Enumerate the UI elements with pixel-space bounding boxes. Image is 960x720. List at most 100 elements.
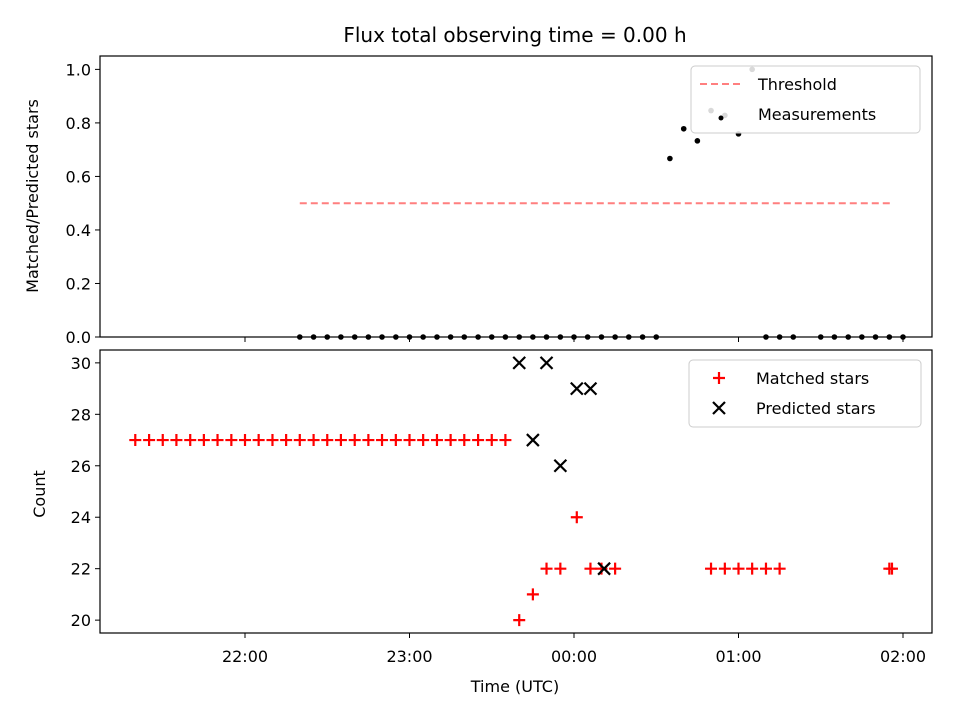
measurements-point [557, 334, 564, 340]
top-y-tick-label: 1.0 [66, 60, 91, 79]
measurements-point [338, 334, 344, 340]
matched-stars-point [417, 434, 430, 447]
legend-measurements-swatch [718, 115, 724, 121]
matched-stars-point [732, 562, 745, 575]
predicted-stars-point [570, 381, 584, 396]
matched-stars-point [156, 434, 169, 447]
bottom-y-tick-label: 30 [71, 354, 91, 373]
matched-stars-point [444, 434, 457, 447]
measurements-point [612, 334, 618, 340]
chart-title: Flux total observing time = 0.00 h [343, 23, 686, 47]
measurements-point [667, 155, 673, 162]
measurements-point [461, 334, 468, 340]
matched-stars-point [129, 434, 142, 447]
measurements-point [872, 334, 879, 340]
measurements-point [296, 334, 303, 340]
top-y-tick-label: 0.8 [66, 114, 91, 133]
matched-stars-point [570, 511, 583, 524]
predicted-stars-point [512, 356, 526, 370]
measurements-point [351, 334, 358, 340]
measurements-point [379, 334, 385, 340]
top-y-axis-label: Matched/Predicted stars [23, 99, 42, 293]
legend-predicted-stars-label: Predicted stars [756, 399, 876, 418]
matched-stars-point [225, 434, 238, 447]
measurements-point [324, 334, 331, 340]
matched-stars-point [170, 434, 183, 447]
matched-stars-point [307, 434, 320, 447]
matched-stars-point [293, 434, 306, 447]
bottom-x-tick-label: 22:00 [222, 647, 268, 666]
top-y-tick-label: 0.6 [66, 167, 91, 186]
matched-stars-point [143, 434, 156, 447]
top-legend: Threshold Measurements [690, 65, 921, 134]
matched-stars-point [280, 434, 293, 447]
measurements-point [310, 334, 317, 340]
measurements-point [790, 334, 797, 340]
measurements-point [447, 334, 454, 340]
measurements-point [639, 334, 646, 340]
measurements-point [434, 334, 440, 340]
matched-stars-point [609, 562, 622, 575]
measurements-point [763, 334, 769, 340]
matched-stars-point [197, 434, 210, 447]
bottom-x-tick-label: 02:00 [880, 647, 926, 666]
measurements-point [406, 334, 413, 340]
bottom-y-tick-label: 28 [71, 405, 91, 424]
measurements-point [598, 334, 605, 340]
matched-stars-point [540, 562, 553, 575]
bottom-x-tick-label: 00:00 [551, 647, 597, 666]
bottom-axes-frame [99, 349, 933, 634]
measurements-point [475, 334, 481, 340]
legend-matched-stars-label: Matched stars [756, 369, 869, 388]
matched-stars-point [472, 434, 485, 447]
predicted-stars-point [539, 356, 554, 370]
matched-stars-point [266, 434, 279, 447]
matched-stars-point [526, 588, 539, 601]
measurements-point [625, 334, 632, 340]
measurements-point [680, 125, 687, 132]
measurements-point [776, 334, 783, 340]
top-y-tick-label: 0.4 [66, 221, 91, 240]
matched-stars-point [403, 434, 416, 447]
matched-stars-point [334, 434, 347, 447]
measurements-point [502, 334, 509, 340]
top-data-marks [296, 66, 906, 340]
matched-stars-point [184, 434, 197, 447]
matched-stars-point [376, 434, 389, 447]
legend-measurements-label: Measurements [758, 105, 876, 124]
legend-predicted-stars-swatch [712, 401, 726, 415]
measurements-point [817, 334, 824, 340]
bottom-legend-box [688, 359, 922, 428]
matched-stars-point [885, 562, 898, 575]
measurements-point [543, 334, 550, 340]
measurements-point [393, 334, 399, 340]
matched-stars-point [595, 562, 608, 575]
top-panel-matched-predicted-ratio: 0.0 0.2 0.4 0.6 0.8 1.0 Threshold Measurements [66, 55, 933, 347]
matched-stars-point [773, 562, 786, 575]
bottom-y-tick-label: 22 [71, 560, 91, 579]
bottom-panel-star-counts: 20 22 24 26 28 30 22:00 23:00 00:00 01:00 02:00 Mat… [71, 349, 933, 666]
measurements-point [886, 334, 893, 340]
matched-stars-point [718, 562, 731, 575]
measurements-point [516, 334, 523, 340]
measurements-point [365, 334, 372, 340]
matched-stars-point [584, 562, 597, 575]
measurements-point [653, 334, 660, 340]
matched-stars-point [499, 434, 512, 447]
matched-stars-point [348, 434, 361, 447]
matched-stars-point [362, 434, 375, 447]
matched-stars-point [430, 434, 443, 447]
matched-stars-point [554, 562, 567, 575]
predicted-stars-point [583, 381, 598, 396]
matched-stars-point [759, 562, 772, 575]
legend-threshold-label: Threshold [757, 75, 837, 94]
matched-stars-point [389, 434, 402, 447]
bottom-legend: Matched stars Predicted stars [688, 359, 922, 428]
matched-stars-point [239, 434, 251, 447]
bottom-data-marks [129, 356, 898, 627]
bottom-y-tick-label: 20 [71, 611, 91, 630]
matched-stars-point [211, 434, 224, 447]
measurements-point [420, 334, 426, 340]
predicted-stars-point [526, 433, 540, 447]
top-axes-frame [99, 55, 933, 338]
